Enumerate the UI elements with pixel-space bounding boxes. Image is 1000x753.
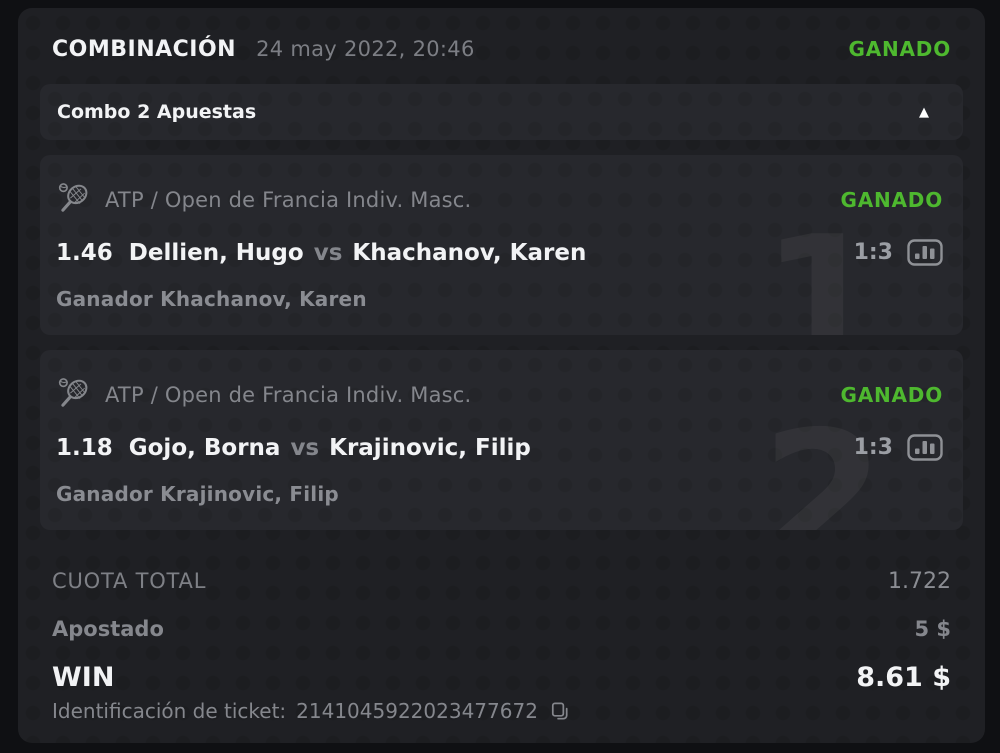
total-odds-value: 1.722 — [888, 569, 951, 594]
bet-away-player: Khachanov, Karen — [352, 239, 587, 266]
bet-selection-row: Ganador Krajinovic, Filip — [56, 482, 943, 506]
ticket-id-row: Identificación de ticket: 21410459220234… — [52, 699, 951, 723]
score-group: 1:3 — [854, 434, 943, 461]
vs-label: vs — [313, 239, 343, 266]
chevron-up-icon[interactable]: ▲ — [919, 104, 929, 120]
bet-odds: 1.46 — [56, 239, 113, 266]
bet-league: ATP / Open de Francia Indiv. Masc. — [105, 187, 472, 212]
bet-ticket-card: COMBINACIÓN 24 may 2022, 20:46 GANADO Co… — [18, 8, 985, 743]
stake-value: 5 $ — [914, 617, 951, 641]
bet-league: ATP / Open de Francia Indiv. Masc. — [105, 382, 472, 407]
bet-home-player: Gojo, Borna — [128, 434, 281, 461]
vs-label: vs — [290, 434, 320, 461]
ticket-status-badge: GANADO — [848, 37, 951, 61]
stake-label: Apostado — [52, 617, 164, 641]
bet-league-row: ATP / Open de Francia Indiv. Masc. GANAD… — [56, 181, 943, 218]
bet-status-badge: GANADO — [840, 382, 943, 407]
combo-toggle-bar[interactable]: Combo 2 Apuestas ▲ — [40, 84, 963, 140]
ticket-id-label: Identificación de ticket: — [52, 699, 287, 723]
ticket-summary: CUOTA TOTAL 1.722 Apostado 5 $ WIN 8.61 … — [40, 561, 963, 729]
ticket-id-value: 2141045922023477672 — [296, 699, 538, 723]
bet-score: 1:3 — [853, 240, 893, 265]
bet-type-label: COMBINACIÓN — [52, 36, 237, 62]
win-value: 8.61 $ — [856, 662, 951, 693]
bet-selection-row: Ganador Khachanov, Karen — [56, 287, 943, 311]
bet-index-watermark: 2 — [761, 393, 885, 530]
bet-match-row: 1.18 Gojo, Borna vs Krajinovic, Filip 1:… — [56, 434, 943, 461]
stats-icon[interactable] — [907, 239, 943, 266]
combo-label: Combo 2 Apuestas — [57, 101, 257, 123]
bet-home-player: Dellien, Hugo — [128, 239, 304, 266]
copy-icon[interactable] — [548, 700, 571, 723]
bet-score: 1:3 — [853, 435, 893, 460]
bet-odds: 1.18 — [56, 434, 113, 461]
total-odds-row: CUOTA TOTAL 1.722 — [52, 569, 951, 594]
win-row: WIN 8.61 $ — [52, 662, 951, 693]
bet-index-watermark: 1 — [761, 198, 885, 335]
tennis-racket-icon — [56, 376, 93, 413]
win-label: WIN — [52, 662, 115, 693]
tennis-racket-icon — [56, 181, 93, 218]
bet-selection: Ganador Khachanov, Karen — [56, 287, 367, 311]
bet-away-player: Krajinovic, Filip — [329, 434, 531, 461]
bet-card-1: 1 ATP / Open de Francia Indiv. Masc. — [40, 155, 963, 335]
bet-status-badge: GANADO — [840, 187, 943, 212]
ticket-header: COMBINACIÓN 24 may 2022, 20:46 GANADO — [40, 30, 963, 68]
bet-card-2: 2 ATP / Open de Francia Indiv. Masc. — [40, 350, 963, 530]
stats-icon[interactable] — [907, 434, 943, 461]
bet-league-row: ATP / Open de Francia Indiv. Masc. GANAD… — [56, 376, 943, 413]
bet-selection: Ganador Krajinovic, Filip — [56, 482, 339, 506]
ticket-datetime: 24 may 2022, 20:46 — [256, 37, 475, 61]
total-odds-label: CUOTA TOTAL — [52, 569, 207, 593]
bet-match-row: 1.46 Dellien, Hugo vs Khachanov, Karen 1… — [56, 239, 943, 266]
score-group: 1:3 — [854, 239, 943, 266]
stake-row: Apostado 5 $ — [52, 617, 951, 641]
